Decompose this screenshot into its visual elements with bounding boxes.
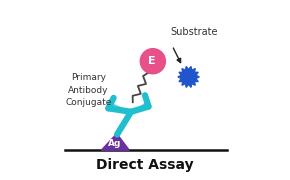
Polygon shape [102, 134, 129, 150]
Text: Direct Assay: Direct Assay [96, 158, 194, 172]
Text: Substrate: Substrate [170, 27, 218, 37]
Polygon shape [178, 66, 199, 87]
Text: Primary
Antibody
Conjugate: Primary Antibody Conjugate [65, 73, 111, 107]
Text: Ag: Ag [108, 139, 121, 148]
Circle shape [140, 49, 165, 74]
Text: E: E [148, 56, 156, 66]
